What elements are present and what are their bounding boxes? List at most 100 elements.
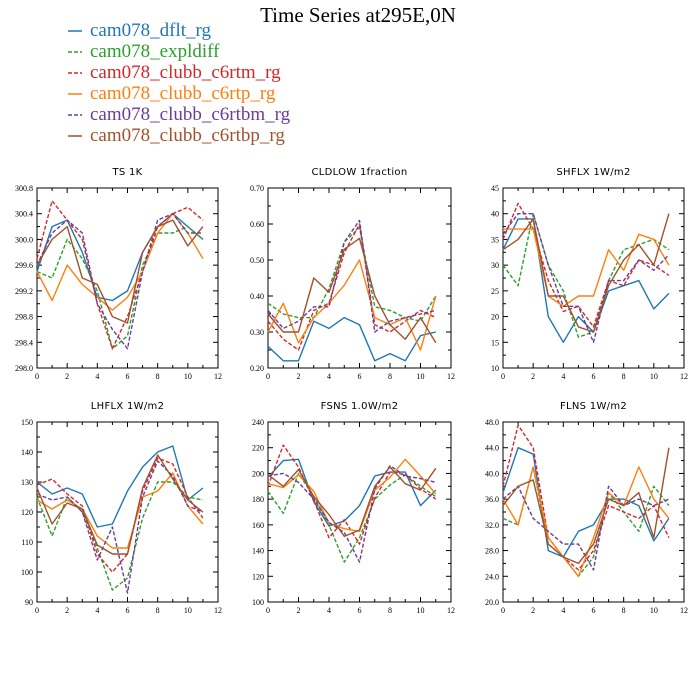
- x-tick-label: 12: [447, 372, 455, 381]
- x-tick-label: 0: [35, 372, 39, 381]
- series-line: [36, 225, 204, 350]
- plot-frame: [36, 187, 219, 369]
- x-tick-label: 4: [95, 372, 99, 381]
- series-line: [502, 212, 670, 338]
- x-tick-label: 10: [417, 606, 425, 615]
- panel-title: LHFLX 1W/m2: [91, 401, 164, 412]
- series-line: [36, 472, 204, 549]
- y-tick-label: 298.0: [15, 364, 33, 373]
- x-tick-label: 2: [531, 372, 535, 381]
- chart-panel: LHFLX 1W/m2 0 2 4 6 8 10 12 90 100 110 120 130 140 150: [21, 401, 222, 615]
- legend: cam078_dflt_rgcam078_expldiffcam078_club…: [68, 20, 291, 146]
- chart-panel: CLDLOW 1fraction 0 2 4 6 8 10 12 0.20 0.30 0.40 0.5…: [250, 167, 455, 381]
- y-tick-label: 200: [252, 469, 264, 478]
- x-tick-label: 0: [266, 606, 270, 615]
- x-tick-label: 10: [650, 372, 658, 381]
- y-tick-label: 32.0: [485, 521, 499, 530]
- x-tick-label: 2: [297, 606, 301, 615]
- x-tick-label: 10: [184, 606, 192, 615]
- y-tick-label: 20: [491, 313, 499, 322]
- y-tick-label: 36.0: [485, 495, 499, 504]
- y-tick-label: 130: [21, 478, 33, 487]
- series-line: [267, 316, 436, 362]
- series-line: [267, 219, 436, 333]
- series-line: [36, 445, 204, 528]
- series-line: [36, 481, 204, 591]
- plot-frame: [502, 187, 685, 369]
- series-line: [502, 466, 670, 577]
- plot-frame: [267, 421, 452, 603]
- y-tick-label: 300.0: [15, 235, 33, 244]
- series-line: [267, 458, 437, 532]
- y-tick-label: 0.70: [250, 184, 264, 193]
- y-tick-label: 0.60: [250, 220, 264, 229]
- x-tick-label: 4: [327, 606, 331, 615]
- x-tick-label: 0: [35, 606, 39, 615]
- x-tick-label: 0: [501, 372, 505, 381]
- y-tick-label: 298.4: [15, 338, 33, 347]
- figure-title: Time Series at295E,0N: [260, 3, 456, 27]
- series-line: [502, 485, 670, 571]
- chart-panel: SHFLX 1W/m2 0 2 4 6 8 10 12 10 15 20 25 30 35 40 45: [491, 167, 688, 381]
- series-line: [502, 202, 670, 328]
- panels: TS 1K 0 2 4 6 8 10 12 298.0 298.4 298.8 299.2 299.6 3…: [15, 167, 688, 615]
- x-tick-label: 10: [650, 606, 658, 615]
- x-tick-label: 2: [297, 372, 301, 381]
- x-tick-label: 0: [501, 606, 505, 615]
- x-tick-label: 6: [592, 606, 596, 615]
- y-tick-label: 298.8: [15, 313, 33, 322]
- panel-title: FLNS 1W/m2: [560, 401, 627, 412]
- x-tick-label: 0: [266, 372, 270, 381]
- y-tick-label: 150: [21, 418, 33, 427]
- legend-label: cam078_expldiff: [90, 41, 220, 62]
- y-tick-label: 40.0: [485, 469, 499, 478]
- y-tick-label: 300.8: [15, 184, 33, 193]
- series-line: [36, 457, 204, 573]
- y-tick-label: 160: [252, 521, 264, 530]
- x-tick-label: 6: [358, 372, 362, 381]
- y-tick-label: 299.6: [15, 261, 33, 270]
- y-tick-label: 0.20: [250, 364, 264, 373]
- x-tick-label: 10: [184, 372, 192, 381]
- x-tick-label: 6: [592, 372, 596, 381]
- series-line: [502, 447, 670, 558]
- y-tick-label: 40: [491, 210, 499, 219]
- y-tick-label: 110: [21, 538, 33, 547]
- x-tick-label: 6: [126, 372, 130, 381]
- legend-label: cam078_clubb_c6rtbp_rg: [90, 125, 285, 146]
- y-tick-label: 45: [491, 184, 499, 193]
- series-line: [36, 219, 204, 324]
- series-line: [502, 447, 670, 565]
- series-line: [36, 200, 204, 350]
- legend-label: cam078_clubb_c6rtp_rg: [90, 83, 276, 104]
- y-tick-label: 100: [21, 568, 33, 577]
- plot-frame: [36, 421, 219, 603]
- series-line: [502, 212, 670, 343]
- series-line: [36, 454, 204, 555]
- x-tick-label: 8: [622, 606, 626, 615]
- y-tick-label: 300.4: [15, 210, 33, 219]
- x-tick-label: 2: [65, 372, 69, 381]
- x-tick-label: 12: [214, 372, 222, 381]
- x-tick-label: 4: [561, 372, 565, 381]
- y-tick-label: 30: [491, 261, 499, 270]
- x-tick-label: 2: [531, 606, 535, 615]
- y-tick-label: 48.0: [485, 418, 499, 427]
- series-line: [267, 259, 437, 351]
- x-tick-label: 8: [156, 372, 160, 381]
- legend-label: cam078_clubb_c6rtbm_rg: [90, 104, 291, 125]
- y-tick-label: 140: [21, 448, 33, 457]
- chart-panel: FSNS 1.0W/m2 0 2 4 6 8 10 12 100 120 140 160 180 200 2…: [252, 401, 455, 615]
- series-line: [503, 228, 670, 307]
- x-tick-label: 6: [126, 606, 130, 615]
- panel-title: SHFLX 1W/m2: [556, 167, 630, 178]
- x-tick-label: 4: [561, 606, 565, 615]
- y-tick-label: 15: [491, 338, 499, 347]
- series-line: [267, 223, 437, 351]
- x-tick-label: 12: [680, 606, 688, 615]
- y-tick-label: 180: [252, 495, 264, 504]
- y-tick-label: 0.50: [250, 256, 264, 265]
- y-tick-label: 44.0: [485, 444, 499, 453]
- x-tick-label: 4: [95, 606, 99, 615]
